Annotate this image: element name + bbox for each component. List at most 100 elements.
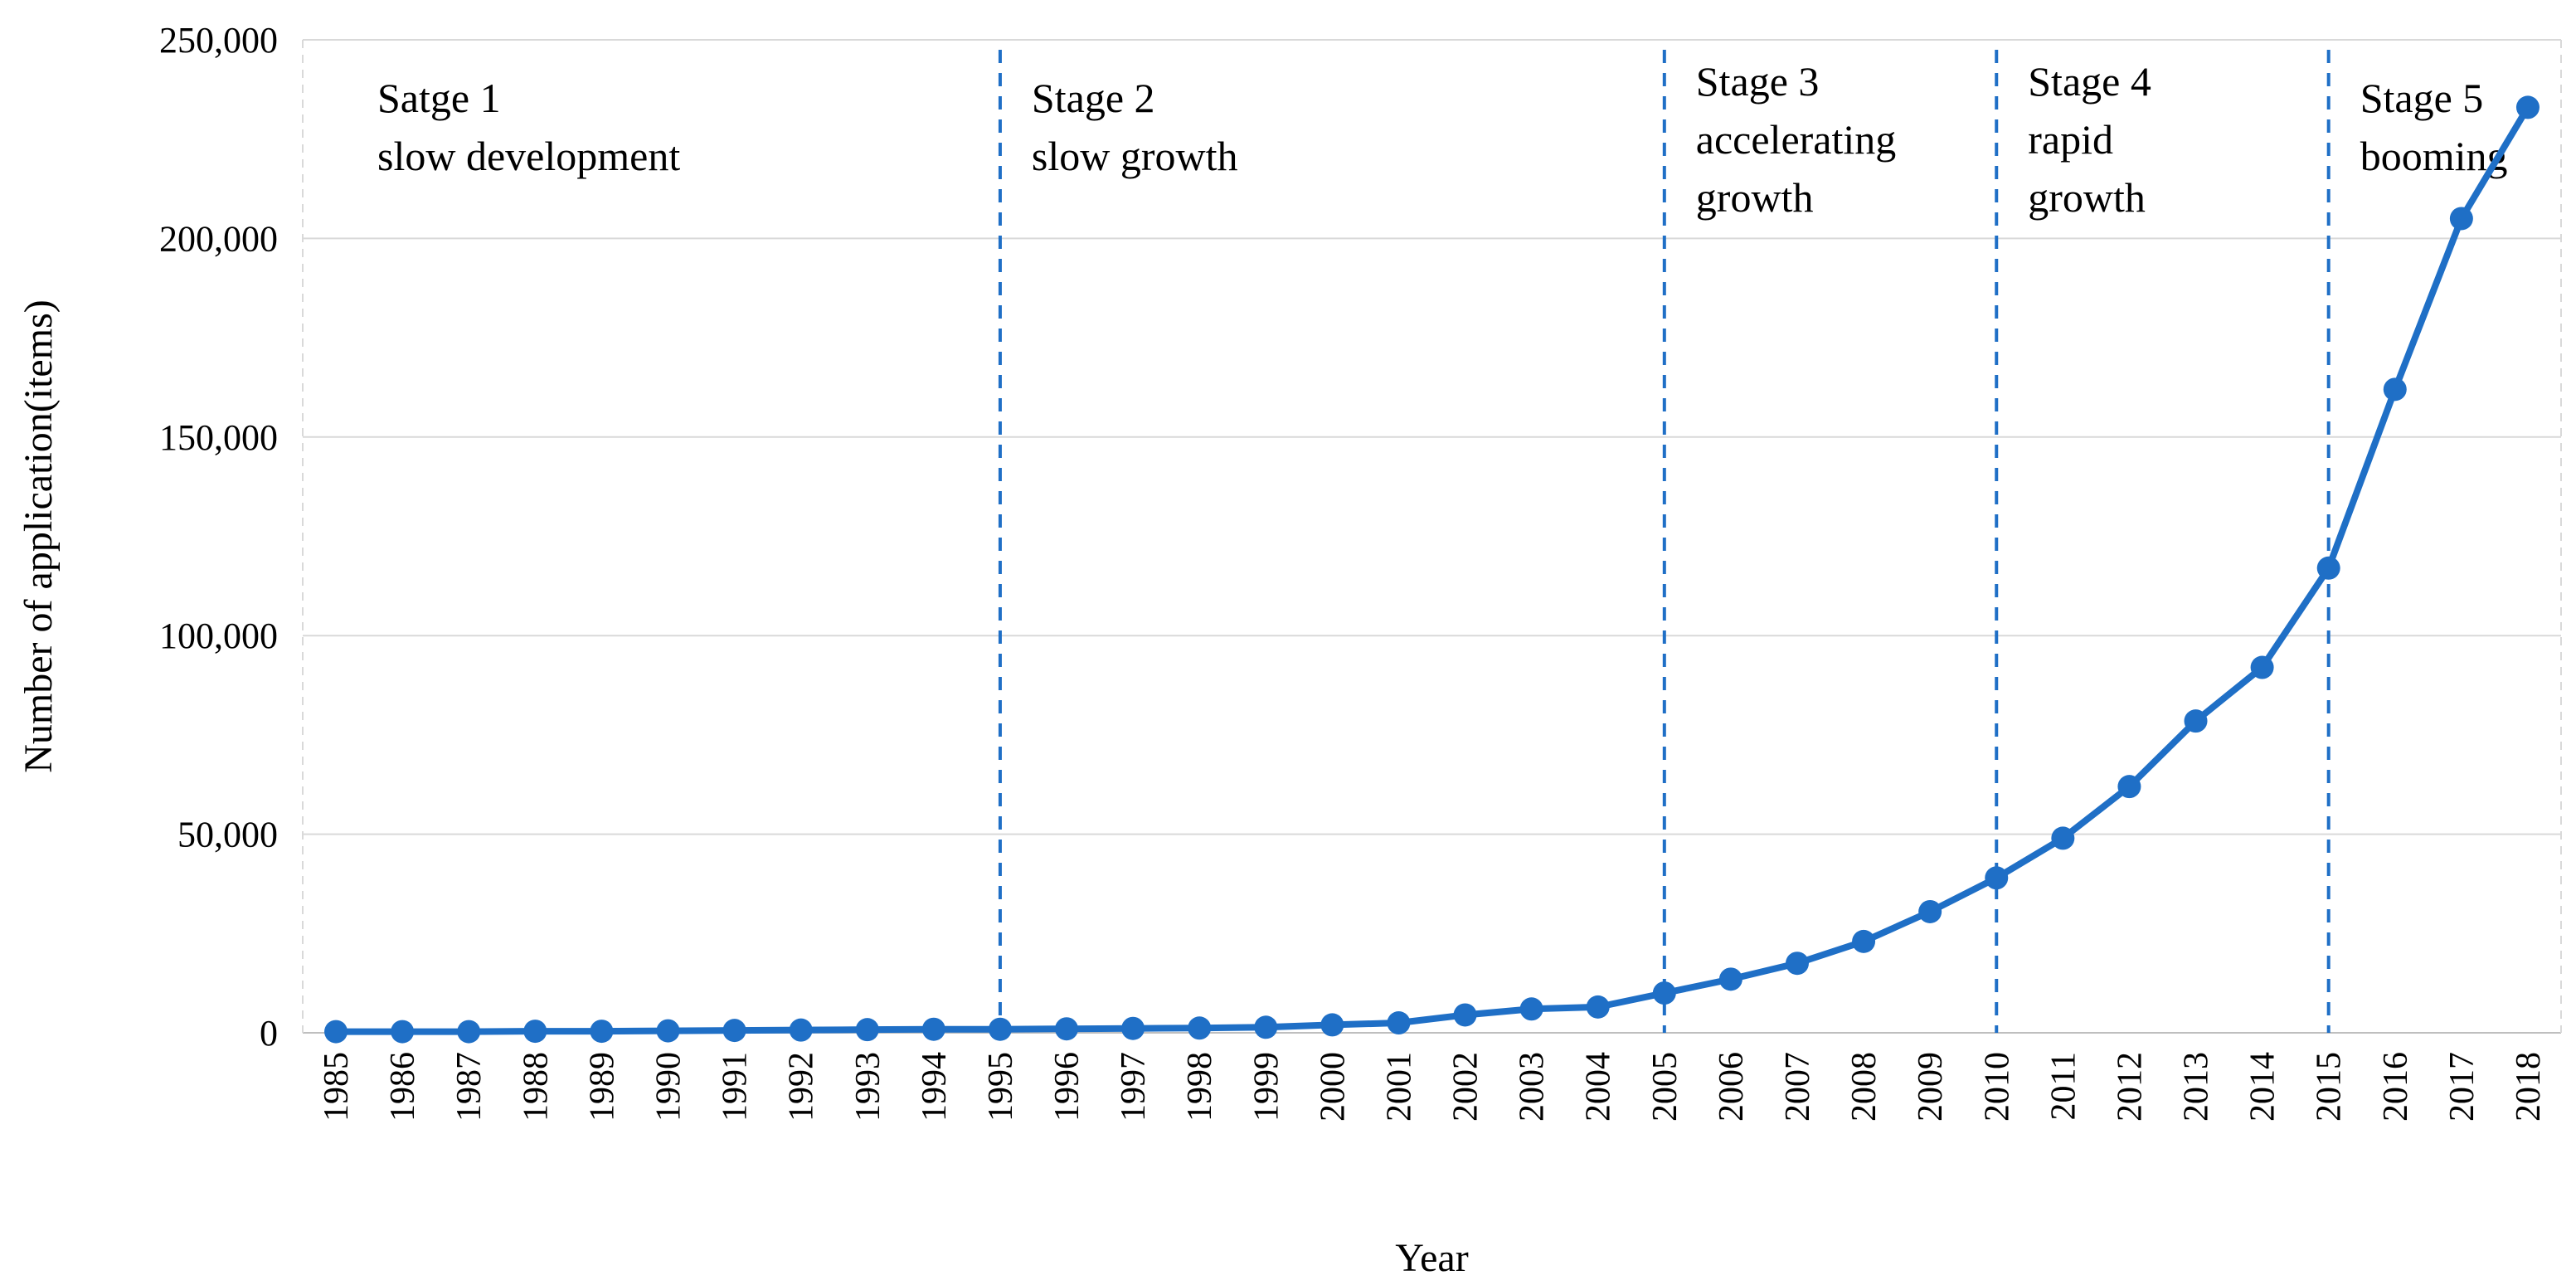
- x-tick-label: 2001: [1380, 1052, 1418, 1122]
- x-tick-label: 1986: [384, 1052, 422, 1122]
- x-tick-label: 2018: [2510, 1052, 2548, 1122]
- x-tick-label: 1995: [982, 1052, 1020, 1122]
- data-point-1993: [855, 1018, 879, 1042]
- stage-label-line: accelerating: [1696, 116, 1896, 163]
- x-tick-label: 1993: [849, 1052, 887, 1122]
- x-tick-label: 1998: [1181, 1052, 1219, 1122]
- stage-label-3: Stage 3 accelerating growth: [1696, 58, 1896, 221]
- x-tick-label: 2017: [2443, 1052, 2481, 1122]
- x-tick-label: 1999: [1247, 1052, 1286, 1122]
- data-point-2015: [2316, 556, 2340, 580]
- gridlines: [302, 39, 2562, 1034]
- data-point-2000: [1320, 1013, 1344, 1037]
- data-point-2010: [1985, 866, 2009, 890]
- stage-label-line: growth: [2028, 174, 2146, 221]
- x-tick-label: 2014: [2244, 1052, 2282, 1122]
- stage-label-2: Stage 2 slow growth: [1032, 75, 1238, 179]
- stage-label-4: Stage 4 rapid growth: [2028, 58, 2151, 221]
- data-point-2018: [2515, 95, 2540, 119]
- x-tick-label: 1985: [318, 1052, 356, 1122]
- y-axis-title: Number of application(items): [17, 299, 61, 773]
- y-tick-label: 250,000: [159, 20, 278, 61]
- data-point-2011: [2051, 826, 2075, 850]
- data-point-2016: [2383, 377, 2407, 402]
- data-point-1996: [1055, 1017, 1079, 1041]
- data-point-1989: [590, 1020, 614, 1044]
- x-axis-title: Year: [1395, 1236, 1468, 1280]
- series-line: [333, 104, 2531, 1035]
- data-point-2012: [2117, 775, 2141, 799]
- stage-label-line: Stage 2: [1032, 75, 1155, 121]
- data-point-2013: [2184, 709, 2208, 733]
- y-axis-ticks: 0 50,000 100,000 150,000 200,000 250,000: [159, 20, 278, 1054]
- y-tick-label: 150,000: [159, 417, 278, 458]
- series-layer: [324, 95, 2540, 1044]
- x-tick-label: 2016: [2377, 1052, 2415, 1122]
- data-point-1991: [722, 1019, 746, 1043]
- data-point-2009: [1918, 899, 1942, 923]
- data-point-2003: [1519, 997, 1543, 1021]
- data-point-1995: [988, 1017, 1012, 1041]
- x-tick-label: 2004: [1580, 1052, 1618, 1122]
- stage-label-line: slow development: [377, 133, 680, 179]
- x-tick-label: 2009: [1912, 1052, 1950, 1122]
- data-point-1997: [1121, 1016, 1145, 1040]
- y-tick-label: 0: [260, 1013, 278, 1054]
- stage-label-line: slow growth: [1032, 133, 1238, 179]
- x-tick-label: 1997: [1115, 1052, 1153, 1122]
- data-point-1986: [391, 1020, 415, 1044]
- stage-label-line: Stage 4: [2028, 58, 2151, 105]
- y-tick-label: 100,000: [159, 616, 278, 656]
- data-point-2004: [1586, 995, 1610, 1019]
- x-tick-label: 1996: [1048, 1052, 1086, 1122]
- x-tick-label: 2010: [1978, 1052, 2016, 1122]
- x-tick-label: 1990: [649, 1052, 688, 1122]
- x-tick-label: 2011: [2044, 1052, 2083, 1120]
- data-point-2008: [1852, 929, 1876, 953]
- data-point-2002: [1453, 1003, 1477, 1027]
- data-point-2005: [1652, 981, 1676, 1005]
- x-tick-label: 1991: [717, 1052, 755, 1122]
- data-point-2001: [1387, 1011, 1411, 1035]
- data-point-1999: [1254, 1015, 1278, 1039]
- stage-label-line: rapid: [2028, 116, 2113, 163]
- stage-labels: Satge 1 slow development Stage 2 slow growt…: [377, 58, 2507, 221]
- stage-label-line: Stage 5: [2360, 75, 2484, 121]
- x-tick-label: 1988: [517, 1052, 555, 1122]
- y-tick-label: 200,000: [159, 218, 278, 259]
- data-point-1998: [1188, 1016, 1212, 1040]
- data-point-1987: [457, 1020, 481, 1044]
- x-tick-label: 2002: [1447, 1052, 1485, 1122]
- data-point-1988: [523, 1020, 547, 1044]
- x-tick-label: 2007: [1779, 1052, 1817, 1122]
- x-tick-label: 1989: [583, 1052, 621, 1122]
- x-tick-label: 1994: [916, 1052, 954, 1122]
- x-tick-label: 2006: [1713, 1052, 1751, 1122]
- data-point-2006: [1718, 967, 1742, 991]
- data-point-2017: [2449, 207, 2473, 231]
- data-point-1994: [921, 1017, 945, 1041]
- data-point-2007: [1785, 952, 1809, 976]
- stage-label-5: Stage 5 booming: [2360, 75, 2508, 179]
- data-point-1985: [324, 1020, 348, 1044]
- stage-label-1: Satge 1 slow development: [377, 75, 680, 179]
- stage-label-line: Stage 3: [1696, 58, 1820, 105]
- x-tick-label: 2005: [1646, 1052, 1684, 1122]
- x-tick-label: 2003: [1514, 1052, 1552, 1122]
- x-tick-label: 1987: [450, 1052, 488, 1122]
- x-tick-label: 2013: [2178, 1052, 2216, 1122]
- x-axis-ticks: 1985 1986 1987 1988 1989 1990 1991 1992 1993 1994…: [318, 1052, 2548, 1122]
- x-tick-label: 1992: [783, 1052, 821, 1122]
- y-tick-label: 50,000: [177, 815, 278, 855]
- x-tick-label: 2015: [2311, 1052, 2349, 1122]
- data-point-2014: [2250, 655, 2274, 679]
- data-point-1992: [789, 1018, 813, 1042]
- stage-label-line: booming: [2360, 133, 2508, 179]
- data-point-1990: [656, 1019, 680, 1043]
- x-tick-label: 2012: [2111, 1052, 2149, 1122]
- x-tick-label: 2008: [1845, 1052, 1883, 1122]
- stage-label-line: growth: [1696, 174, 1814, 221]
- stage-label-line: Satge 1: [377, 75, 501, 121]
- x-tick-label: 2000: [1314, 1052, 1352, 1122]
